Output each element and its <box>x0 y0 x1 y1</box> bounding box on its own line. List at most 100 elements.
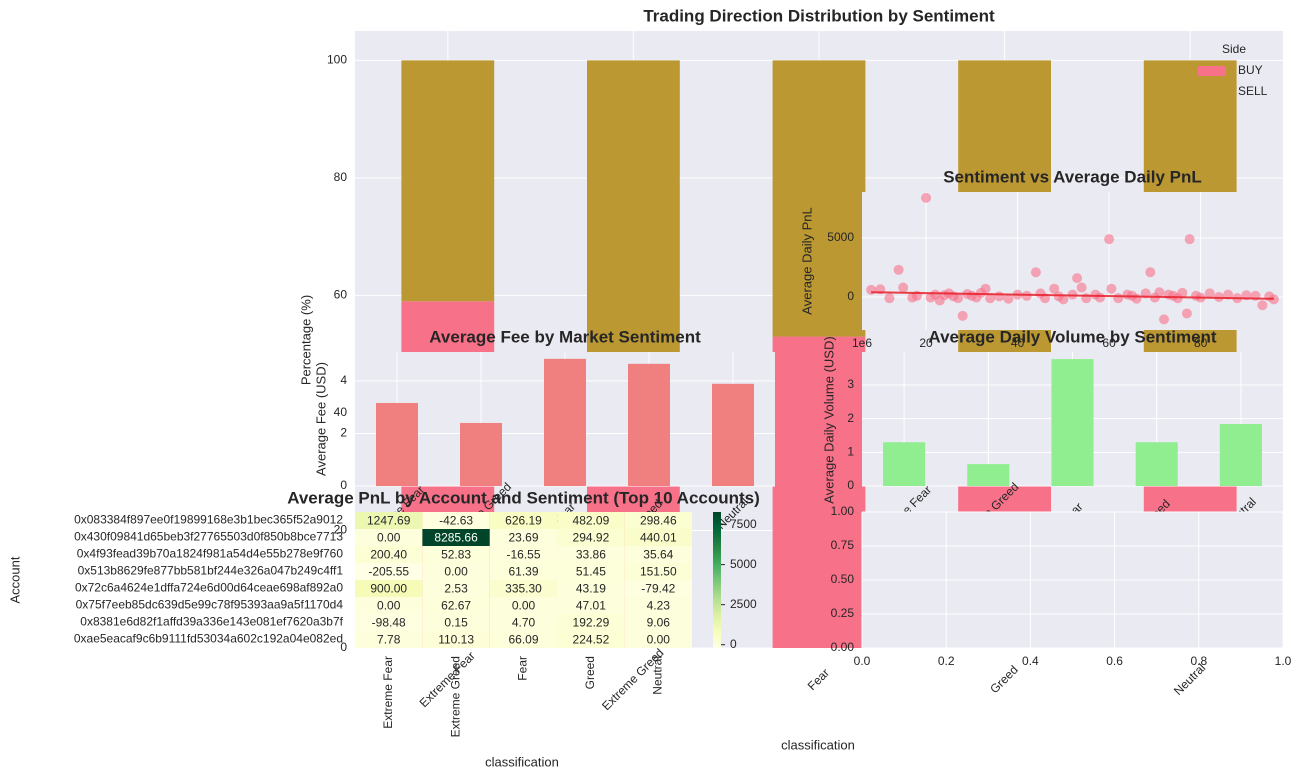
scatter-point <box>1076 282 1087 293</box>
y-tick-label: 20 <box>334 523 348 537</box>
x-tick-label: 0.0 <box>854 654 871 668</box>
heatmap-cell <box>624 597 692 614</box>
bar <box>1219 424 1262 486</box>
legend-label: BUY <box>1238 63 1263 77</box>
x-tick-label: Extreme Fear <box>381 656 395 729</box>
scatter-point <box>1058 294 1069 305</box>
cell-label: 224.52 <box>573 633 610 647</box>
x-axis-label: classification <box>781 737 855 752</box>
scatter-point <box>1177 287 1188 298</box>
heatmap-cell <box>422 546 490 563</box>
x-tick-label: 0.6 <box>1106 654 1123 668</box>
y-tick-label: 0x8381e6d82f1affd39a336e143e081ef7620a3b… <box>80 615 343 629</box>
bar <box>883 442 926 486</box>
cell-label: -42.63 <box>439 514 473 528</box>
scatter-point <box>1113 293 1124 304</box>
scatter-point <box>1104 234 1115 245</box>
scatter-point <box>898 282 909 293</box>
y-axis-label: Average Daily PnL <box>799 207 814 314</box>
bar <box>628 363 670 486</box>
scatter-point <box>866 284 877 295</box>
bar <box>1135 442 1178 486</box>
chart-title: Average Daily Volume by Sentiment <box>928 327 1216 346</box>
x-tick-label: Extreme Greed <box>448 656 462 737</box>
cell-label: 0.00 <box>377 599 401 613</box>
cell-label: 23.69 <box>508 531 538 545</box>
cell-label: -98.48 <box>372 616 406 630</box>
x-tick-label: 80 <box>1194 336 1208 350</box>
y-tick-label: 0.00 <box>831 640 855 654</box>
cell-label: 4.70 <box>512 616 536 630</box>
y-tick-label: 0x513b8629fe877bb581bf244e326a047b249c4f… <box>78 564 344 578</box>
x-tick-label: 60 <box>1102 336 1116 350</box>
cell-label: 440.01 <box>640 531 677 545</box>
bar <box>401 60 495 302</box>
bar <box>587 60 680 384</box>
heatmap-cell <box>624 563 692 580</box>
colorbar-tick-label: 0 <box>730 637 737 651</box>
heatmap-cell <box>422 597 490 614</box>
heatmap-cell <box>489 631 558 648</box>
y-tick-label: 0 <box>340 640 347 654</box>
scatter-point <box>994 291 1005 302</box>
heatmap-cell <box>489 597 558 614</box>
scatter-point <box>985 293 996 304</box>
heatmap-cell <box>422 512 490 529</box>
cell-label: 626.19 <box>505 514 542 528</box>
cell-label: 200.40 <box>370 548 407 562</box>
cell-label: 33.86 <box>576 548 606 562</box>
cell-label: 4.23 <box>647 599 671 613</box>
axes-face <box>862 192 1283 330</box>
y-tick-label: 2 <box>340 426 347 440</box>
x-tick-label: Greed <box>583 656 597 689</box>
y-tick-label: 0xae5eacaf9c6b9111fd53034a602c192a04e082… <box>74 632 343 646</box>
y-tick-label: 60 <box>334 288 348 302</box>
y-tick-label: 4 <box>340 373 347 387</box>
y-tick-label: 0x083384f897ee0f19899168e3b1bec365f52a90… <box>74 513 343 527</box>
y-tick-label: 0x72c6a4624e1dffa724e6d00d64ceae698af892… <box>75 581 343 595</box>
legend-swatch <box>1198 66 1226 76</box>
colorbar-tick-label: 7500 <box>730 517 757 531</box>
y-tick-label: 3 <box>847 377 854 391</box>
y-axis-label: Account <box>7 556 22 603</box>
heatmap-cell <box>422 563 490 580</box>
heatmap-cell <box>624 512 692 529</box>
legend-label: SELL <box>1238 84 1268 98</box>
heatmap-cell <box>422 614 490 631</box>
cell-label: 0.00 <box>444 565 468 579</box>
y-tick-label: 100 <box>327 53 347 67</box>
y-tick-label: 2 <box>847 411 854 425</box>
heatmap-cell <box>624 631 692 648</box>
scatter-point <box>884 293 895 304</box>
cell-label: 151.50 <box>640 565 677 579</box>
y-axis-label: Percentage (%) <box>298 295 313 385</box>
heatmap-cell <box>557 563 625 580</box>
heatmap-cell <box>355 614 423 631</box>
heatmap-cell <box>422 631 490 648</box>
legend-swatch <box>1198 87 1226 97</box>
heatmap-cell <box>489 529 558 546</box>
x-tick-label: 0.8 <box>1190 654 1207 668</box>
cell-label: 8285.66 <box>434 531 478 545</box>
cell-label: 66.09 <box>508 633 538 647</box>
bar <box>376 402 418 486</box>
y-tick-label: 0 <box>847 478 854 492</box>
cell-label: 0.15 <box>444 616 468 630</box>
cell-label: 0.00 <box>647 633 671 647</box>
x-tick-label: Neutral <box>650 656 664 695</box>
y-axis-label: Average Daily Volume (USD) <box>821 336 836 503</box>
bar <box>772 60 866 337</box>
scatter-point <box>1094 292 1105 303</box>
colorbar-tick-label: 5000 <box>730 557 757 571</box>
heatmap-cell <box>624 580 692 597</box>
y-tick-label: 1.00 <box>831 504 855 518</box>
scatter-point <box>1184 234 1195 245</box>
scatter-point <box>953 293 964 304</box>
heatmap-cell <box>624 614 692 631</box>
heatmap-cell <box>422 529 490 546</box>
x-tick-label: 0.2 <box>938 654 955 668</box>
x-axis-label: classification <box>485 754 559 769</box>
heatmap-cell <box>489 563 558 580</box>
scatter-point <box>1145 267 1156 278</box>
cell-label: 51.45 <box>576 565 606 579</box>
